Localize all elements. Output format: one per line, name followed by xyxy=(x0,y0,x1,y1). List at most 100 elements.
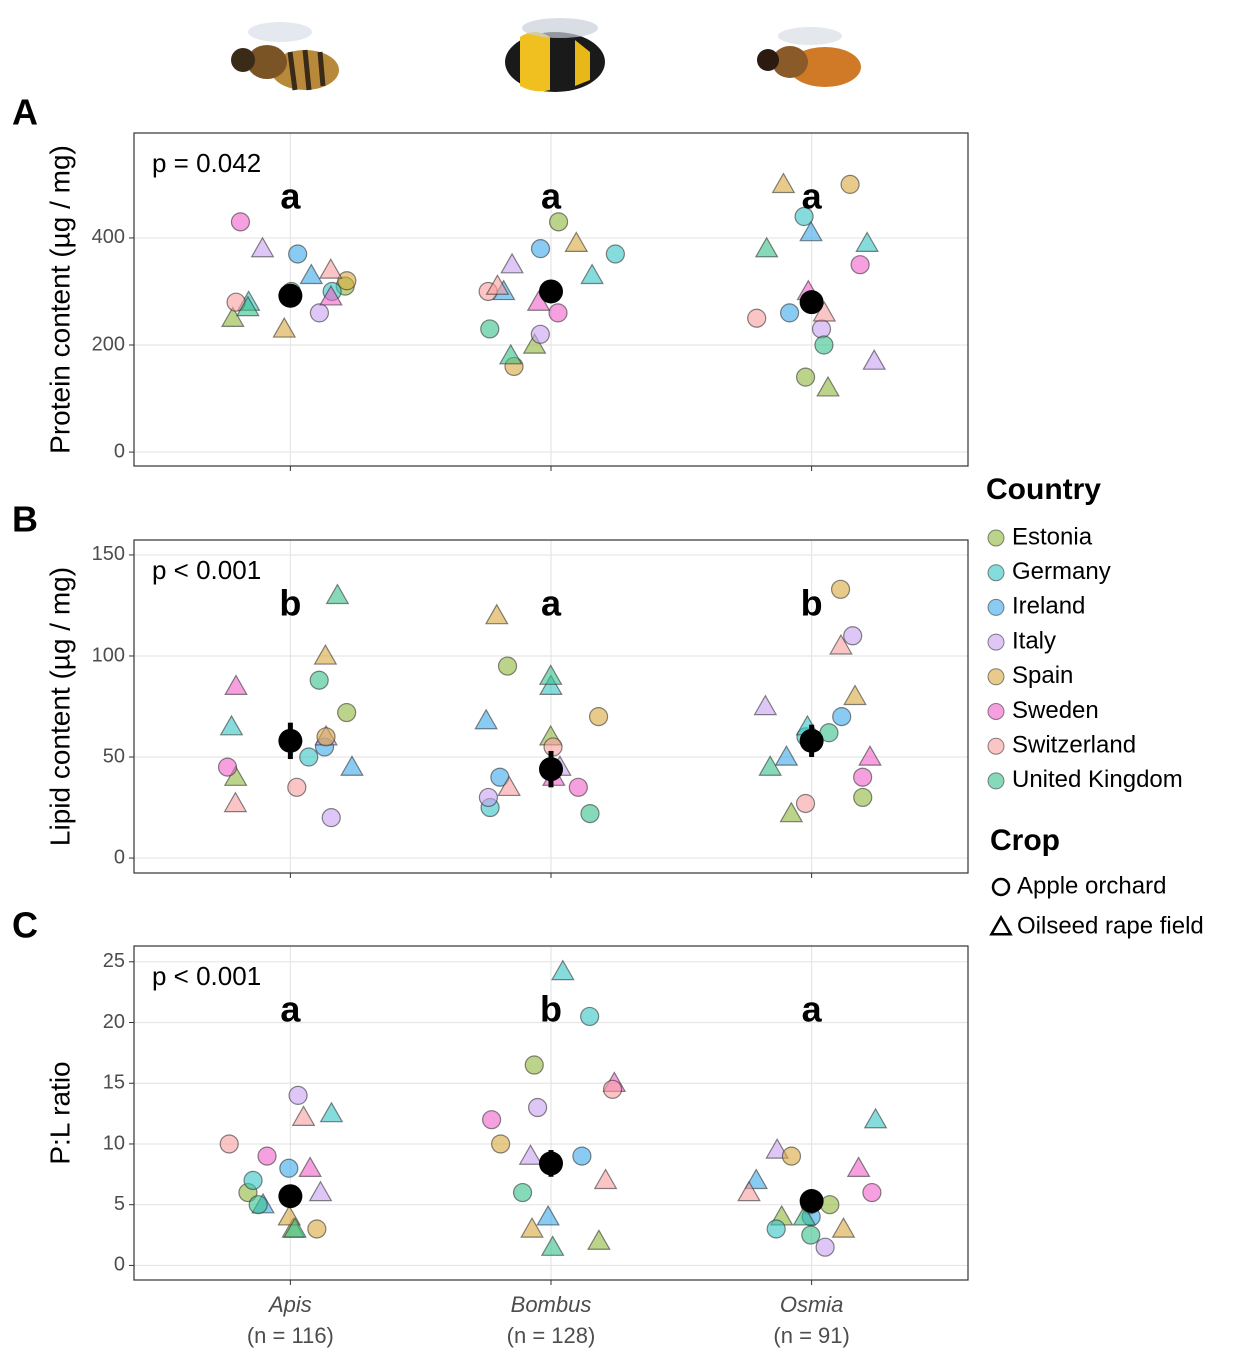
data-point xyxy=(474,708,498,730)
data-point xyxy=(811,319,832,339)
p-value: p < 0.001 xyxy=(152,555,261,585)
data-point xyxy=(481,1110,502,1130)
data-point xyxy=(478,787,499,808)
data-point xyxy=(850,255,870,275)
data-point xyxy=(485,274,510,295)
data-point xyxy=(754,236,779,258)
data-point xyxy=(309,670,329,690)
data-point xyxy=(816,375,840,397)
mean-point xyxy=(799,290,824,315)
y-tick-label: 10 xyxy=(103,1132,125,1154)
mean-point xyxy=(278,1184,303,1209)
group-letter: b xyxy=(540,989,562,1030)
data-point xyxy=(337,702,357,723)
y-axis-label: P:L ratio xyxy=(44,1061,75,1164)
data-point xyxy=(820,1195,840,1215)
data-point xyxy=(220,306,245,327)
data-point xyxy=(321,808,341,828)
data-point xyxy=(588,707,609,727)
mean-point xyxy=(278,728,303,753)
data-point xyxy=(498,343,523,365)
data-point xyxy=(217,757,238,777)
group-letter: b xyxy=(801,583,823,624)
group-letter: a xyxy=(802,989,823,1030)
data-point xyxy=(484,603,509,625)
mean-point xyxy=(278,283,303,308)
data-point xyxy=(236,295,260,317)
crop-legend-title: Crop xyxy=(990,824,1060,857)
data-point xyxy=(779,801,804,823)
data-point xyxy=(500,252,524,274)
data-point xyxy=(846,1156,871,1177)
legend-swatch xyxy=(987,529,1005,547)
data-point xyxy=(272,316,297,338)
data-point xyxy=(840,174,860,194)
data-point xyxy=(587,1229,611,1250)
y-axis-label: Protein content (µg / mg) xyxy=(44,145,75,454)
y-tick-label: 25 xyxy=(103,950,125,972)
data-point xyxy=(530,239,551,259)
y-tick-label: 100 xyxy=(92,644,125,666)
data-point xyxy=(830,579,851,599)
data-point xyxy=(539,674,563,695)
data-point xyxy=(548,212,569,232)
legend-label: Switzerland xyxy=(1012,732,1136,759)
data-point xyxy=(528,1097,548,1118)
data-point xyxy=(801,1225,821,1245)
legend-swatch xyxy=(987,564,1005,582)
data-point xyxy=(497,775,521,797)
data-point xyxy=(538,664,563,685)
data-point xyxy=(313,643,338,665)
panel-label: B xyxy=(12,499,38,540)
data-point xyxy=(747,308,767,328)
data-point xyxy=(288,1085,308,1105)
data-point xyxy=(530,324,550,344)
y-tick-label: 15 xyxy=(103,1072,125,1094)
data-point xyxy=(337,271,357,291)
data-point xyxy=(248,1195,268,1215)
data-point xyxy=(283,1216,307,1238)
data-point xyxy=(829,633,853,655)
legend-swatch xyxy=(987,633,1005,651)
legend-swatch xyxy=(987,668,1005,686)
data-point xyxy=(774,745,799,766)
data-point xyxy=(572,1146,592,1166)
data-point xyxy=(536,1204,560,1226)
data-point xyxy=(307,1219,327,1239)
data-point xyxy=(524,1055,544,1075)
p-value: p < 0.001 xyxy=(152,961,261,991)
data-point xyxy=(325,583,350,605)
bee-bombus xyxy=(505,18,605,92)
crop-legend-key xyxy=(989,914,1013,936)
data-point xyxy=(279,1158,299,1178)
data-point xyxy=(564,231,589,252)
y-tick-label: 0 xyxy=(114,1254,125,1276)
data-point xyxy=(580,263,604,285)
data-point xyxy=(792,1204,817,1226)
data-point xyxy=(318,258,343,279)
group-letter: a xyxy=(541,176,562,217)
x-tick-label: Osmia xyxy=(780,1292,844,1317)
data-point xyxy=(551,959,575,981)
data-point xyxy=(299,747,319,767)
data-point xyxy=(223,791,248,813)
x-tick-note: (n = 116) xyxy=(247,1323,334,1348)
group-letter: a xyxy=(280,989,301,1030)
data-point xyxy=(224,674,248,695)
panel-label: C xyxy=(12,905,38,946)
data-point xyxy=(299,263,324,285)
y-tick-label: 20 xyxy=(103,1011,125,1033)
group-letter: a xyxy=(802,176,823,217)
data-point xyxy=(781,1146,802,1166)
data-point xyxy=(771,172,796,194)
data-point xyxy=(580,803,600,824)
data-point xyxy=(593,1168,618,1190)
data-point xyxy=(480,319,500,339)
data-point xyxy=(518,1144,543,1165)
mean-point xyxy=(539,757,563,782)
data-point xyxy=(298,1156,322,1177)
legend-swatch xyxy=(987,737,1005,755)
crop-legend-label: Oilseed rape field xyxy=(1017,912,1204,939)
legend-label: Spain xyxy=(1012,662,1073,689)
